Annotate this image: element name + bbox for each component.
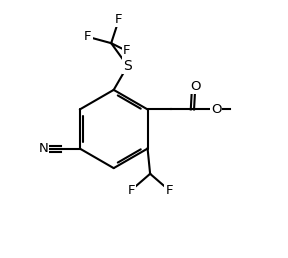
Text: O: O [211, 103, 221, 116]
Text: F: F [123, 44, 130, 57]
Text: S: S [123, 59, 132, 73]
Text: F: F [127, 184, 135, 197]
Text: F: F [115, 13, 122, 26]
Text: O: O [190, 80, 200, 93]
Text: F: F [165, 184, 173, 197]
Text: F: F [84, 30, 92, 43]
Text: N: N [38, 142, 48, 155]
